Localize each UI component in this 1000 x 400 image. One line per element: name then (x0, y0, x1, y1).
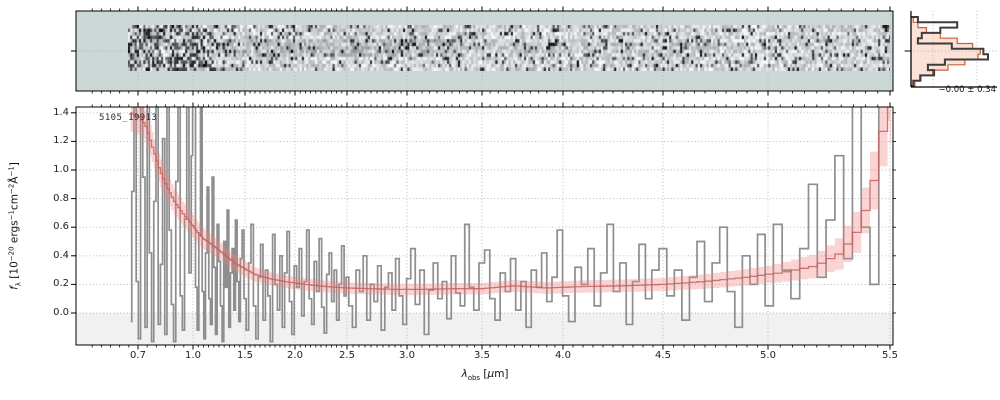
x-tick-label: 3.5 (474, 350, 490, 361)
y-tick-label: 1.4 (53, 106, 69, 118)
x-tick-label: 1.5 (237, 350, 253, 361)
x-tick-label: 4.0 (555, 350, 571, 361)
x-tick-label: 5.5 (882, 350, 898, 361)
x-tick-label: 1.0 (185, 350, 201, 361)
x-tick-label: 0.7 (130, 350, 146, 361)
y-tick-label: 0.4 (53, 249, 69, 261)
y-tick-label: 0.8 (53, 192, 69, 204)
2d-spectrum-image (128, 25, 890, 71)
y-tick-label: 1.2 (53, 135, 69, 147)
x-tick-label: 2.5 (339, 350, 355, 361)
x-axis-label: λobs [μm] (461, 368, 509, 382)
y-tick-label: 0.0 (53, 307, 69, 318)
x-tick-label: 3.0 (399, 350, 415, 361)
y-tick-label: 0.6 (53, 221, 69, 233)
object-id-label: 5105_19913 (99, 113, 158, 123)
y-tick-label: 0.2 (53, 278, 69, 290)
histogram-stats-label: −0.00 ± 0.34 (938, 85, 997, 95)
y-tick-label: 1.0 (53, 164, 69, 175)
x-tick-label: 2.0 (287, 350, 303, 361)
x-tick-label: 4.5 (655, 350, 671, 361)
x-tick-label: 5.0 (760, 350, 776, 361)
y-axis-label: fλ [10−20 ergs−1cm−2Å−1] (7, 162, 23, 290)
